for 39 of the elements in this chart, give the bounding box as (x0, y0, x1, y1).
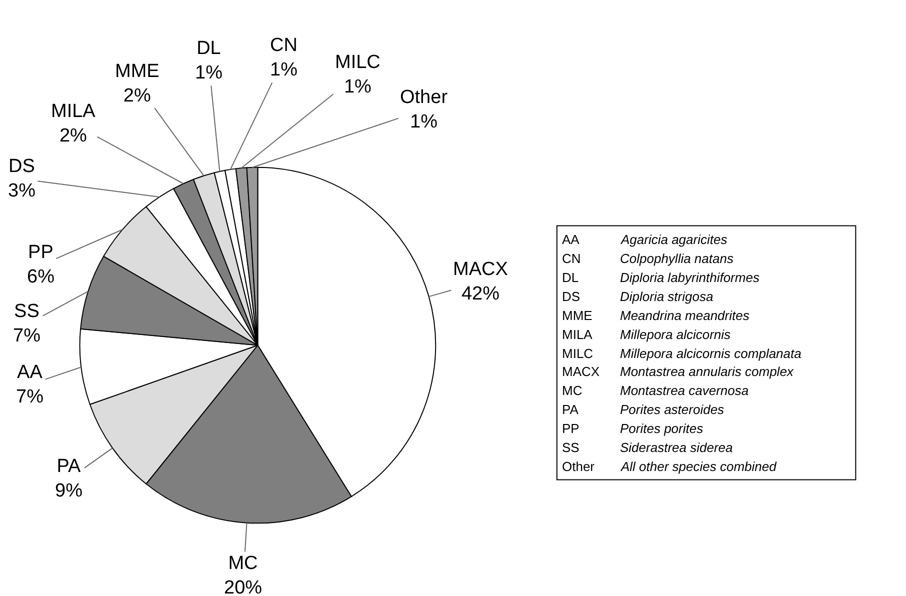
text: MACX Montastrea annularis complex (562, 364, 794, 379)
slice-label: Other (400, 87, 448, 108)
data-label: 7% (16, 386, 44, 408)
slice-label: PP (28, 242, 54, 263)
data-label: 7% (13, 326, 41, 347)
slice-label: MME (115, 61, 160, 82)
data-label: 1% (344, 76, 372, 98)
text: MC Montastrea cavernosa (562, 383, 749, 398)
data-label: 1% (195, 62, 223, 84)
slice-label: MC (228, 553, 258, 574)
slice-label: DL (196, 38, 221, 59)
text: MILA Millepora alcicornis (562, 327, 731, 342)
data-label: 1% (270, 60, 298, 81)
text: PA Porites asteroides (562, 402, 724, 417)
slice-label: CN (270, 35, 298, 56)
data-label: 9% (55, 480, 83, 502)
data-label: 6% (27, 266, 55, 288)
data-label: 2% (123, 86, 151, 107)
text: AA Agaricia agaricites (562, 232, 728, 247)
text: MME Meandrina meandrites (562, 308, 750, 323)
slice-label: DS (8, 156, 35, 177)
slice-label: PA (56, 456, 82, 477)
slice-label: MILC (335, 52, 380, 73)
text: DS Diploria strigosa (562, 289, 714, 304)
data-label: 20% (224, 578, 262, 596)
slice-label: SS (14, 301, 40, 322)
text: CN Colpophyllia natans (562, 251, 734, 266)
text: Other All other species combined (562, 459, 776, 474)
slice-label: MILA (51, 101, 96, 122)
text: SS Siderastrea siderea (562, 440, 733, 455)
data-label: 1% (410, 112, 438, 133)
text: MILC Millepora alcicornis complanata (562, 346, 802, 361)
slice-label: AA (17, 362, 43, 383)
data-label: 2% (59, 126, 88, 147)
data-label: 42% (461, 284, 500, 305)
data-label: 3% (8, 180, 36, 202)
slice-label: MACX (453, 259, 508, 280)
text: DL Diploria labyrinthiformes (562, 270, 760, 285)
text: PP Porites porites (562, 421, 704, 436)
